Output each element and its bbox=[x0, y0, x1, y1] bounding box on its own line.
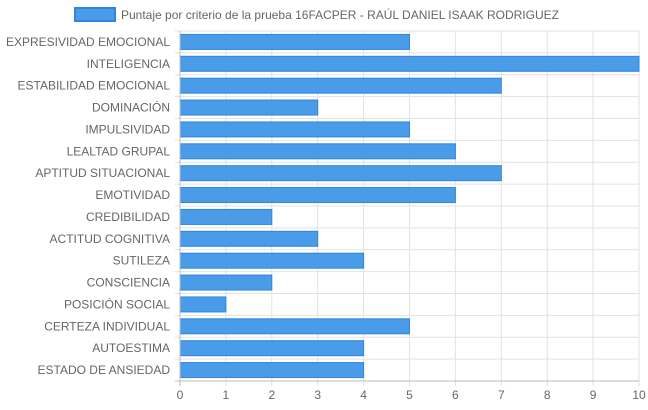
category-labels: EXPRESIVIDAD EMOCIONAL INTELIGENCIA ESTABI… bbox=[6, 35, 170, 377]
bar-lealtad-grupal[interactable] bbox=[179, 143, 456, 160]
x-tick-label: 3 bbox=[314, 388, 321, 402]
x-tick-label: 2 bbox=[268, 388, 275, 402]
category-label: ESTADO DE ANSIEDAD bbox=[38, 363, 171, 377]
category-label: EXPRESIVIDAD EMOCIONAL bbox=[6, 35, 170, 49]
category-label: EMOTIVIDAD bbox=[95, 188, 170, 202]
x-tick-label: 6 bbox=[452, 388, 459, 402]
category-label: CREDIBILIDAD bbox=[86, 210, 170, 224]
legend-swatch[interactable] bbox=[74, 7, 116, 22]
category-label: ESTABILIDAD EMOCIONAL bbox=[18, 79, 171, 93]
x-tick-label: 10 bbox=[632, 388, 646, 402]
bar-dominación[interactable] bbox=[179, 99, 319, 116]
bar-sutileza[interactable] bbox=[179, 252, 365, 269]
category-label: APTITUD SITUACIONAL bbox=[35, 166, 170, 180]
bar-autoestima[interactable] bbox=[179, 340, 365, 357]
x-tick-label: 9 bbox=[590, 388, 597, 402]
bars bbox=[179, 33, 640, 379]
bar-aptitud-situacional[interactable] bbox=[179, 165, 502, 182]
category-label: CONSCIENCIA bbox=[87, 276, 170, 290]
bar-consciencia[interactable] bbox=[179, 274, 273, 291]
legend-label[interactable]: Puntaje por criterio de la prueba 16FACP… bbox=[121, 7, 559, 22]
category-label: AUTOESTIMA bbox=[92, 341, 170, 355]
category-label: CERTEZA INDIVIDUAL bbox=[44, 319, 170, 333]
category-label: IMPULSIVIDAD bbox=[85, 122, 170, 136]
x-tick-label: 8 bbox=[544, 388, 551, 402]
bar-credibilidad[interactable] bbox=[179, 208, 273, 225]
bar-actitud-cognitiva[interactable] bbox=[179, 230, 319, 247]
bar-certeza-individual[interactable] bbox=[179, 318, 410, 335]
bar-expresividad-emocional[interactable] bbox=[179, 33, 410, 50]
bar-impulsividad[interactable] bbox=[179, 121, 410, 138]
x-tick-label: 7 bbox=[498, 388, 505, 402]
bar-estado-de-ansiedad[interactable] bbox=[179, 362, 365, 379]
bar-emotividad[interactable] bbox=[179, 187, 456, 204]
category-label: INTELIGENCIA bbox=[87, 57, 170, 71]
bar-inteligencia[interactable] bbox=[179, 55, 640, 72]
category-label: SUTILEZA bbox=[113, 254, 170, 268]
category-label: DOMINACIÓN bbox=[92, 100, 170, 115]
bar-posición-social[interactable] bbox=[179, 296, 227, 313]
x-tick-label: 4 bbox=[360, 388, 367, 402]
x-tick-label: 0 bbox=[177, 388, 184, 402]
category-label: LEALTAD GRUPAL bbox=[67, 144, 171, 158]
x-tick-labels: 0 1 2 3 4 5 6 7 8 9 10 bbox=[177, 388, 646, 402]
category-label: POSICIÓN SOCIAL bbox=[64, 296, 170, 311]
legend[interactable]: Puntaje por criterio de la prueba 16FACP… bbox=[74, 7, 559, 22]
x-tick-label: 5 bbox=[406, 388, 413, 402]
x-tick-label: 1 bbox=[223, 388, 230, 402]
axes bbox=[175, 31, 639, 386]
category-label: ACTITUD COGNITIVA bbox=[50, 232, 170, 246]
bar-estabilidad-emocional[interactable] bbox=[179, 77, 502, 94]
